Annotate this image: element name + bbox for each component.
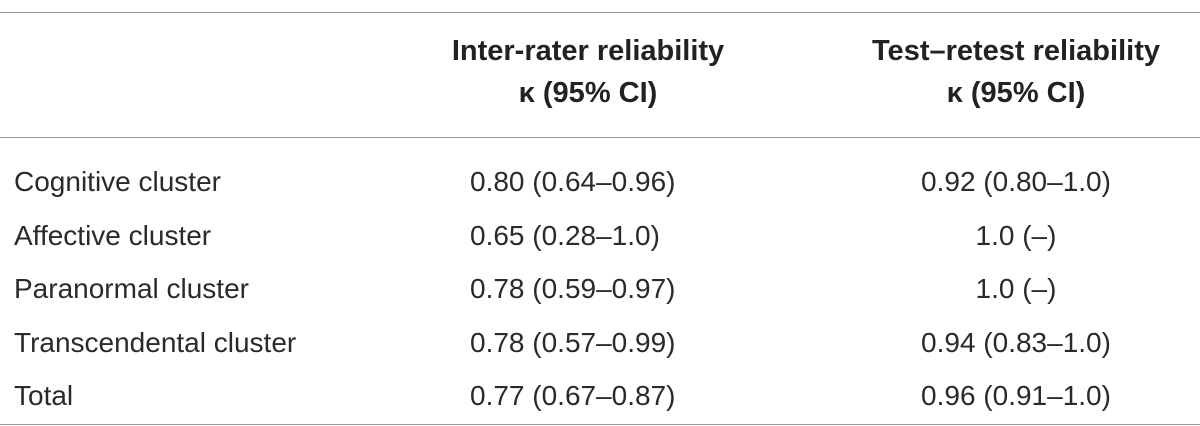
header-inter-rater-title: Inter-rater reliability bbox=[451, 35, 725, 67]
row-label: Cognitive cluster bbox=[14, 166, 221, 197]
test-retest-value: 0.96 (0.91–1.0) bbox=[921, 380, 1111, 411]
row-label: Total bbox=[14, 380, 74, 411]
header-inter-rater-subtitle: κ (95% CI) bbox=[518, 77, 658, 109]
inter-rater-value: 0.65 (0.28–1.0) bbox=[470, 219, 660, 251]
header-rule bbox=[0, 137, 1200, 138]
header-test-retest-title: Test–retest reliability bbox=[872, 35, 1160, 67]
inter-rater-value: 0.80 (0.64–0.96) bbox=[470, 166, 676, 197]
table-row: Total 0.77 (0.67–0.87) 0.96 (0.91–1.0) bbox=[0, 369, 1200, 423]
inter-rater-value: 0.78 (0.59–0.97) bbox=[470, 273, 676, 304]
test-retest-value: 1.0 (–) bbox=[975, 273, 1057, 304]
header-inter-rater: Inter-rater reliability κ (95% CI) bbox=[378, 30, 798, 114]
table-body: Cognitive cluster 0.80 (0.64–0.96) 0.92 … bbox=[0, 155, 1200, 423]
row-label: Paranormal cluster bbox=[14, 273, 249, 304]
row-label: Affective cluster bbox=[14, 219, 212, 251]
inter-rater-value: 0.78 (0.57–0.99) bbox=[470, 326, 676, 358]
test-retest-value: 0.94 (0.83–1.0) bbox=[921, 326, 1111, 358]
table-row: Affective cluster 0.65 (0.28–1.0) 1.0 (–… bbox=[0, 209, 1200, 263]
header-test-retest-subtitle: κ (95% CI) bbox=[946, 77, 1086, 109]
table-row: Cognitive cluster 0.80 (0.64–0.96) 0.92 … bbox=[0, 155, 1200, 209]
inter-rater-value: 0.77 (0.67–0.87) bbox=[470, 380, 676, 411]
header-test-retest: Test–retest reliability κ (95% CI) bbox=[806, 30, 1200, 114]
row-label: Transcendental cluster bbox=[14, 326, 297, 358]
test-retest-value: 1.0 (–) bbox=[975, 219, 1057, 251]
top-rule bbox=[0, 12, 1200, 13]
table-row: Transcendental cluster 0.78 (0.57–0.99) … bbox=[0, 316, 1200, 370]
bottom-rule bbox=[0, 424, 1200, 425]
table-row: Paranormal cluster 0.78 (0.59–0.97) 1.0 … bbox=[0, 262, 1200, 316]
test-retest-value: 0.92 (0.80–1.0) bbox=[921, 166, 1111, 197]
